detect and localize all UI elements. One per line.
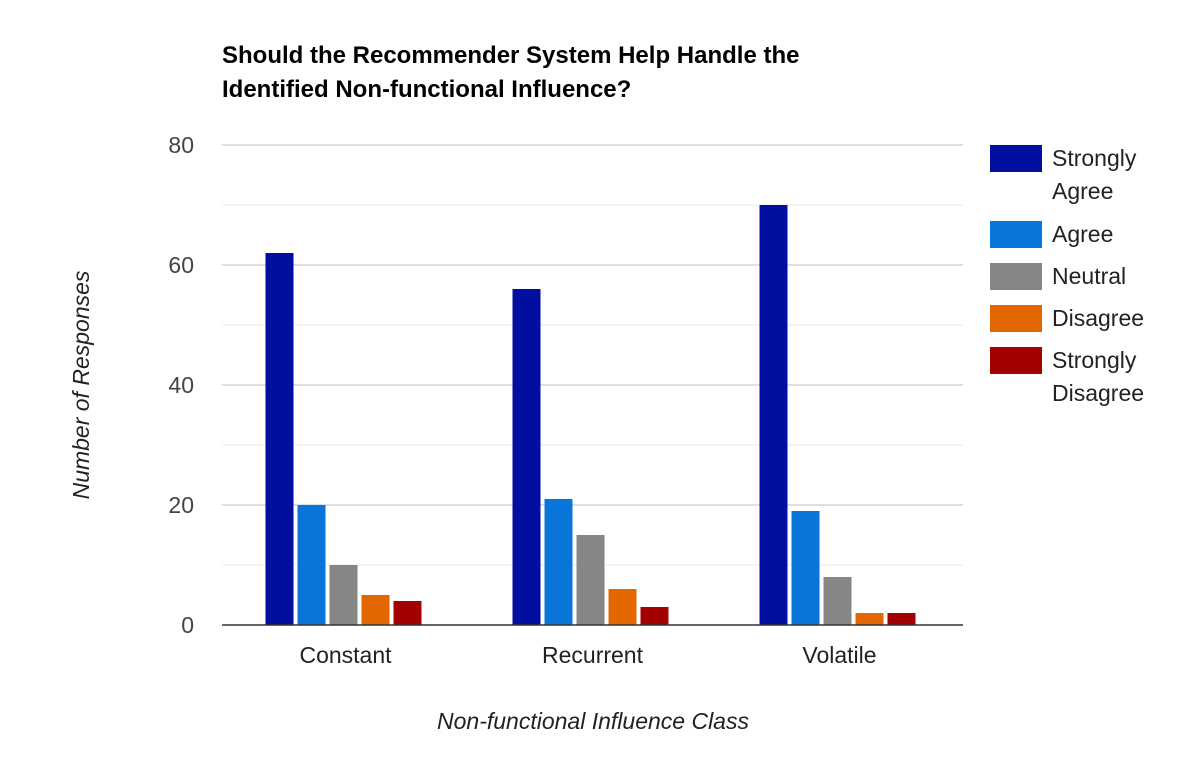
bar-strongly-agree-constant (265, 253, 294, 625)
legend-label: Strongly Agree (1052, 145, 1137, 204)
y-tick-label: 40 (168, 372, 194, 398)
chart-title-line-1: Should the Recommender System Help Handl… (222, 42, 799, 69)
legend-item-strongly-disagree: Strongly Disagree (990, 347, 1144, 406)
bar-agree-recurrent (544, 499, 573, 625)
bar-neutral-constant (329, 565, 358, 625)
bar-strongly-disagree-volatile (887, 613, 916, 625)
y-tick-label: 0 (181, 612, 194, 638)
legend-swatch (990, 305, 1042, 332)
bar-neutral-volatile (823, 577, 852, 625)
y-tick-label: 60 (168, 252, 194, 278)
legend-item-strongly-agree: Strongly Agree (990, 145, 1137, 204)
bar-disagree-volatile (855, 613, 884, 625)
chart-title-line-2: Identified Non-functional Influence? (222, 76, 631, 103)
y-tick-label: 80 (168, 132, 194, 158)
x-axis-title: Non-functional Influence Class (437, 708, 749, 734)
bar-agree-constant (297, 505, 326, 625)
legend-item-neutral: Neutral (990, 263, 1126, 290)
x-category-label: Recurrent (542, 642, 644, 668)
legend-swatch (990, 145, 1042, 172)
legend-label: Neutral (1052, 263, 1126, 289)
legend-label: Disagree (1052, 305, 1144, 331)
x-category-label: Volatile (802, 642, 876, 668)
legend-item-disagree: Disagree (990, 305, 1144, 332)
legend-swatch (990, 221, 1042, 248)
bar-strongly-disagree-recurrent (640, 607, 669, 625)
bar-strongly-disagree-constant (393, 601, 422, 625)
legend-label: Agree (1052, 221, 1113, 247)
bar-disagree-constant (361, 595, 390, 625)
legend-swatch (990, 347, 1042, 374)
x-axis-categories: Constant Recurrent Volatile (299, 642, 876, 668)
y-tick-label: 20 (168, 492, 194, 518)
bar-neutral-recurrent (576, 535, 605, 625)
gridlines (222, 144, 963, 566)
legend-label: Strongly Disagree (1052, 347, 1144, 406)
legend-swatch (990, 263, 1042, 290)
y-axis-title: Number of Responses (68, 270, 94, 499)
chart-title: Should the Recommender System Help Handl… (222, 42, 799, 103)
x-category-label: Constant (299, 642, 392, 668)
bars (265, 205, 916, 625)
bar-agree-volatile (791, 511, 820, 625)
bar-disagree-recurrent (608, 589, 637, 625)
legend: Strongly Agree Agree Neutral Disagree Strongl… (990, 145, 1144, 406)
bar-strongly-agree-volatile (759, 205, 788, 625)
legend-item-agree: Agree (990, 221, 1113, 248)
bar-strongly-agree-recurrent (512, 289, 541, 625)
y-axis-ticks: 0 20 40 60 80 (168, 132, 194, 638)
